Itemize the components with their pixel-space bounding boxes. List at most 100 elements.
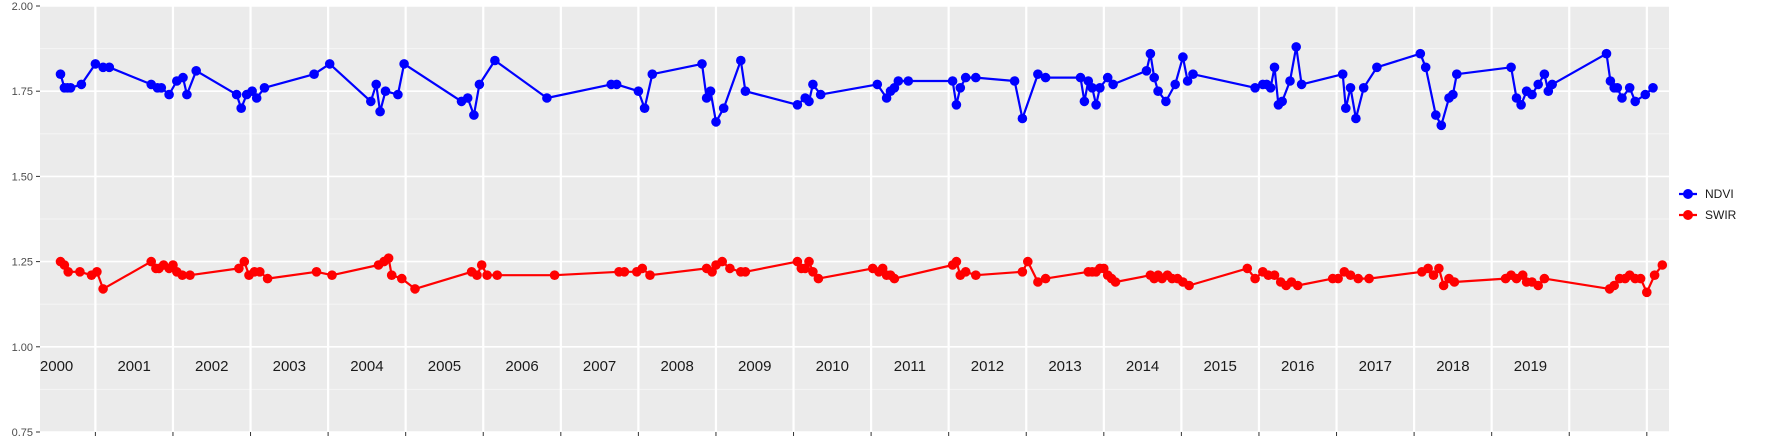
data-point-ndvi [182, 89, 192, 100]
data-point-swir [808, 267, 818, 277]
year-label: 2017 [1359, 358, 1392, 375]
data-point-ndvi [76, 79, 87, 90]
data-point-ndvi [1102, 72, 1113, 83]
data-point-swir [75, 267, 85, 277]
data-point-ndvi [1533, 79, 1543, 90]
data-point-swir [63, 267, 73, 277]
data-point-swir [327, 270, 337, 281]
data-point-swir [645, 270, 655, 281]
data-point-ndvi [1516, 100, 1526, 110]
data-point-ndvi [1452, 69, 1462, 79]
data-point-ndvi [1009, 76, 1020, 86]
data-point-swir [1110, 277, 1121, 287]
data-point-ndvi [1079, 96, 1090, 107]
data-point-ndvi [1161, 96, 1171, 107]
data-point-ndvi [236, 103, 246, 113]
year-labels: 2000 2001 2002 2003 2004 2005 2006 2007 2008 2009… [40, 358, 1547, 375]
data-point-swir [234, 263, 244, 274]
data-point-ndvi [1640, 89, 1651, 100]
data-point-ndvi [1149, 72, 1159, 83]
data-point-swir [311, 267, 322, 277]
data-point-ndvi [815, 89, 826, 100]
data-point-swir [397, 273, 407, 284]
data-point-swir [1353, 273, 1363, 284]
data-point-swir [1040, 273, 1051, 284]
data-point-swir [476, 260, 487, 270]
data-point-swir [1023, 256, 1033, 267]
y-tick-label: 1.00 [12, 342, 33, 354]
data-point-swir [1609, 280, 1619, 291]
data-point-ndvi [951, 100, 962, 110]
year-label: 2015 [1203, 358, 1236, 375]
data-point-ndvi [1285, 76, 1295, 86]
year-label: 2007 [583, 358, 616, 375]
grid-lines [40, 5, 1669, 433]
data-point-ndvi [1108, 79, 1118, 90]
year-label: 2011 [894, 358, 926, 375]
data-point-ndvi [1612, 83, 1623, 93]
y-tick-label: 0.75 [12, 427, 33, 439]
data-point-ndvi [1436, 120, 1447, 131]
data-point-ndvi [893, 76, 904, 86]
data-point-swir [1649, 270, 1660, 281]
data-point-swir [1428, 270, 1439, 281]
y-tick-label: 1.50 [12, 171, 33, 183]
year-label: 2000 [40, 358, 73, 375]
data-point-ndvi [156, 83, 167, 93]
data-point-ndvi [1095, 83, 1105, 93]
year-label: 2008 [660, 358, 693, 375]
data-point-ndvi [1091, 100, 1101, 110]
data-point-ndvi [490, 55, 500, 66]
data-point-swir [725, 263, 735, 274]
data-point-ndvi [955, 83, 966, 93]
year-label: 2003 [273, 358, 306, 375]
data-point-ndvi [366, 96, 376, 107]
year-label: 2012 [971, 358, 1004, 375]
year-label: 2002 [195, 358, 228, 375]
legend-key-point [1683, 210, 1693, 220]
data-point-swir [1184, 280, 1194, 291]
data-point-swir [1657, 260, 1668, 270]
year-label: 2013 [1048, 358, 1081, 375]
data-point-swir [262, 273, 273, 284]
data-point-swir [386, 270, 397, 281]
data-point-ndvi [1178, 52, 1188, 62]
data-point-swir [146, 256, 156, 267]
data-point-ndvi [178, 72, 188, 83]
data-point-ndvi [808, 79, 818, 90]
data-point-swir [239, 256, 250, 267]
data-point-swir [549, 270, 560, 281]
data-point-swir [1364, 273, 1374, 284]
data-point-ndvi [1624, 83, 1635, 93]
data-point-ndvi [1420, 62, 1431, 73]
year-label: 2010 [816, 358, 849, 375]
data-point-ndvi [104, 62, 115, 73]
data-point-ndvi [1033, 69, 1043, 79]
data-point-ndvi [1539, 69, 1550, 79]
data-point-swir [804, 256, 814, 267]
data-point-ndvi [639, 103, 650, 113]
data-point-swir [1017, 267, 1028, 277]
data-point-ndvi [1415, 48, 1426, 59]
legend-key-point [1683, 189, 1693, 199]
data-point-swir [1033, 277, 1043, 287]
data-point-ndvi [393, 89, 403, 100]
data-point-ndvi [711, 117, 721, 127]
data-point-swir [1449, 277, 1460, 287]
data-point-ndvi [1547, 79, 1557, 90]
data-point-ndvi [324, 59, 335, 69]
data-point-ndvi [947, 76, 958, 86]
data-point-ndvi [1506, 62, 1516, 73]
data-point-swir [1642, 287, 1652, 298]
data-point-ndvi [705, 86, 716, 96]
data-point-ndvi [1630, 96, 1640, 107]
data-point-ndvi [1269, 62, 1280, 73]
data-point-swir [1539, 273, 1550, 284]
data-point-swir [813, 273, 824, 284]
data-point-ndvi [1145, 48, 1156, 59]
data-point-ndvi [191, 66, 201, 76]
data-point-ndvi [375, 106, 385, 117]
data-point-swir [1438, 280, 1449, 291]
data-point-ndvi [371, 79, 382, 90]
data-point-swir [492, 270, 503, 281]
